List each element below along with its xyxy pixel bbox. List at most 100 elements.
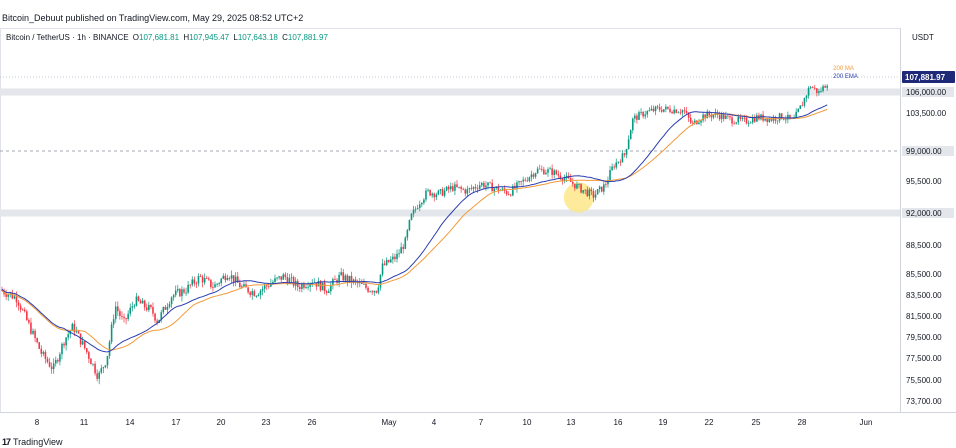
candle-body-364 xyxy=(754,117,756,122)
candle-body-117 xyxy=(243,284,245,287)
candle-body-253 xyxy=(524,179,527,181)
candle-body-148 xyxy=(307,286,309,288)
candle-body-95 xyxy=(197,275,200,284)
candle-body-53 xyxy=(110,324,113,342)
candle-body-276 xyxy=(572,181,574,184)
candle-body-189 xyxy=(392,256,394,260)
candle-body-72 xyxy=(150,305,152,308)
candle-body-362 xyxy=(749,122,752,124)
candle-body-228 xyxy=(472,187,475,189)
candle-body-201 xyxy=(416,208,419,209)
candle-body-80 xyxy=(166,306,169,310)
candle-body-38 xyxy=(79,333,82,345)
candle-body-394 xyxy=(816,88,818,93)
candle-body-285 xyxy=(590,189,593,192)
x-tick-12: 16 xyxy=(614,418,623,427)
candle-body-258 xyxy=(534,173,537,177)
candle-body-78 xyxy=(162,307,165,313)
candle-body-49 xyxy=(102,367,105,369)
candle-body-303 xyxy=(627,139,630,150)
candle-body-8 xyxy=(17,302,20,306)
candle-body-140 xyxy=(290,277,293,279)
candle-body-89 xyxy=(185,292,187,294)
candle-body-270 xyxy=(559,175,562,179)
candle-body-357 xyxy=(739,116,742,119)
candle-body-295 xyxy=(611,166,613,171)
last-price-tag xyxy=(902,71,955,84)
candle-body-290 xyxy=(600,186,603,192)
candle-body-281 xyxy=(582,190,584,193)
candle-body-79 xyxy=(164,307,167,310)
candle-body-208 xyxy=(431,193,433,196)
y-tick-2: 99,000.00 xyxy=(906,147,942,156)
candle-body-139 xyxy=(288,278,291,284)
candle-body-277 xyxy=(574,183,576,189)
candle-body-257 xyxy=(532,174,535,177)
candle-body-385 xyxy=(797,108,800,112)
candle-body-245 xyxy=(507,194,510,196)
candle-body-81 xyxy=(168,304,171,307)
candle-body-360 xyxy=(745,118,748,124)
x-tick-13: 19 xyxy=(659,418,668,427)
candle-body-370 xyxy=(766,119,769,122)
candle-body-64 xyxy=(133,305,136,307)
candle-body-389 xyxy=(805,95,808,99)
footer: 17 TradingView xyxy=(2,437,63,447)
candle-body-77 xyxy=(160,312,163,320)
brand-name[interactable]: TradingView xyxy=(13,437,63,447)
candle-body-104 xyxy=(216,283,218,285)
candle-body-351 xyxy=(727,115,729,117)
candle-body-191 xyxy=(396,253,398,260)
y-tag-bg-4 xyxy=(902,208,954,218)
candle-body-126 xyxy=(261,288,264,291)
candle-body-308 xyxy=(638,112,640,120)
candle-body-136 xyxy=(282,274,285,280)
candle-body-54 xyxy=(112,319,115,325)
y-tag-bg-0 xyxy=(902,87,954,97)
candle-body-396 xyxy=(820,91,822,92)
y-tick-11: 75,500.00 xyxy=(906,376,942,385)
candle-body-267 xyxy=(553,170,555,175)
candle-body-356 xyxy=(737,116,740,123)
candle-body-45 xyxy=(94,363,96,374)
candle-body-116 xyxy=(241,286,243,288)
candle-body-60 xyxy=(125,318,127,320)
candle-body-214 xyxy=(443,190,446,196)
candle-body-15 xyxy=(32,330,34,334)
candle-body-266 xyxy=(551,168,553,175)
candle-body-84 xyxy=(174,290,177,296)
candle-body-211 xyxy=(437,190,440,195)
candle-body-369 xyxy=(764,119,766,121)
candle-body-379 xyxy=(785,119,787,121)
candle-body-159 xyxy=(330,284,332,292)
candle-body-44 xyxy=(92,363,94,365)
candle-body-129 xyxy=(267,286,270,287)
ohlc-open: O107,681.81 xyxy=(132,33,180,42)
candle-body-18 xyxy=(38,342,41,349)
candle-body-138 xyxy=(286,277,289,284)
candle-body-39 xyxy=(81,341,84,345)
candle-body-185 xyxy=(383,263,386,265)
candle-body-289 xyxy=(598,186,601,190)
candle-body-29 xyxy=(61,343,63,355)
candle-body-3 xyxy=(7,294,10,297)
candle-body-91 xyxy=(189,284,192,286)
candle-body-292 xyxy=(605,184,607,186)
candle-body-184 xyxy=(381,263,384,275)
candle-body-187 xyxy=(387,259,390,263)
candle-body-93 xyxy=(193,279,196,284)
x-tick-3: 17 xyxy=(172,418,181,427)
candle-body-224 xyxy=(464,189,467,194)
candle-body-20 xyxy=(42,352,45,354)
candle-body-5 xyxy=(11,293,14,299)
candle-body-55 xyxy=(114,306,117,320)
candle-body-377 xyxy=(780,113,783,119)
candle-body-234 xyxy=(485,185,487,188)
candle-body-315 xyxy=(652,108,655,112)
candle-body-380 xyxy=(787,114,789,120)
candle-body-338 xyxy=(700,120,702,123)
candle-body-199 xyxy=(412,209,415,214)
candle-body-397 xyxy=(822,86,824,92)
candle-body-70 xyxy=(145,307,148,311)
